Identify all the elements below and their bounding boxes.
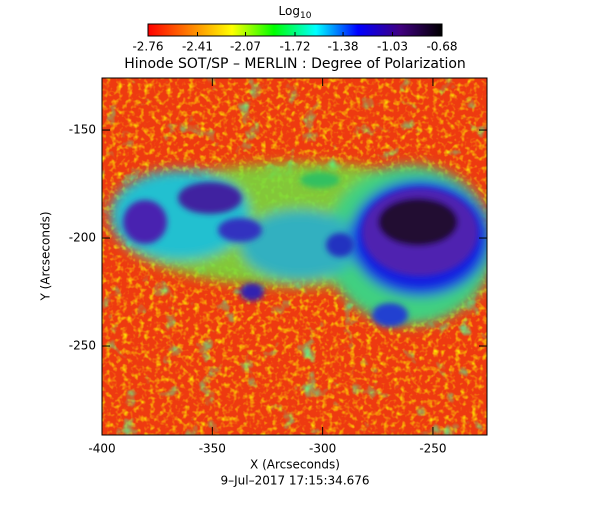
colorbar-tick-label: -1.38 xyxy=(328,40,359,54)
x-tick-label: -400 xyxy=(88,442,115,456)
y-axis-label: Y (Arcseconds) xyxy=(39,211,53,301)
chart-title: Hinode SOT/SP – MERLIN : Degree of Polar… xyxy=(124,56,466,72)
colorbar-tick-label: -2.07 xyxy=(230,40,261,54)
polarization-map xyxy=(102,78,487,435)
colorbar-tick-label: -1.03 xyxy=(377,40,408,54)
colorbar-label-subscript: 10 xyxy=(300,11,312,21)
colorbar-label: Log10 xyxy=(279,4,312,21)
colorbar-tick-label: -2.76 xyxy=(132,40,163,54)
x-axis-label: X (Arcseconds) xyxy=(250,458,340,472)
colorbar-tick-label: -0.68 xyxy=(426,40,457,54)
y-tick-label: -250 xyxy=(69,339,96,353)
colorbar-label-base: Log xyxy=(279,4,300,18)
colorbar-tick-label: -2.41 xyxy=(182,40,213,54)
y-tick-label: -150 xyxy=(69,123,96,137)
x-tick-label: -250 xyxy=(419,442,446,456)
x-tick-label: -350 xyxy=(199,442,226,456)
colorbar-tick-label: -1.72 xyxy=(279,40,310,54)
subtitle: 9–Jul–2017 17:15:34.676 xyxy=(220,474,369,488)
plot-frame xyxy=(101,77,488,436)
x-tick-label: -300 xyxy=(309,442,336,456)
y-tick-label: -200 xyxy=(69,231,96,245)
